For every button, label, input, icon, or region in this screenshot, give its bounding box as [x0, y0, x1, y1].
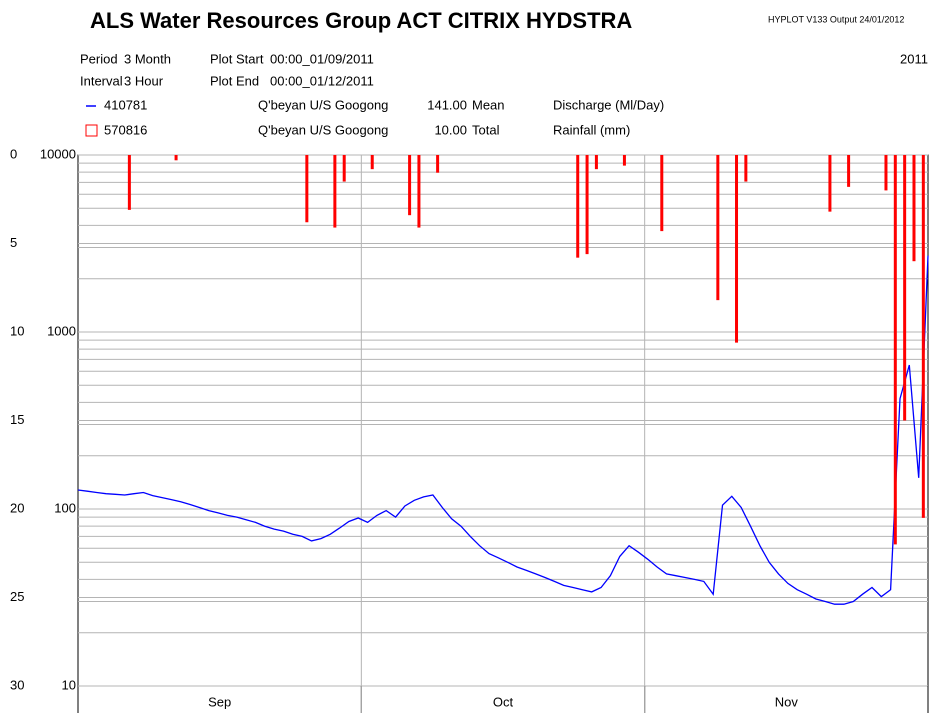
y-tick-label: 10	[62, 677, 76, 692]
rain-bar	[436, 155, 440, 173]
rain-bar	[305, 155, 309, 223]
y2-tick-label: 20	[10, 500, 24, 515]
y-tick-label: 100	[54, 500, 76, 515]
y2-tick-label: 5	[10, 235, 17, 250]
header-label: Interval	[80, 73, 123, 88]
legend-stat: Total	[472, 122, 500, 137]
header-value: 00:00_01/09/2011	[270, 51, 374, 66]
chart-title: ALS Water Resources Group ACT CITRIX HYD…	[90, 8, 632, 33]
x-tick-label: Oct	[493, 694, 514, 709]
y2-tick-label: 10	[10, 323, 24, 338]
rain-bar	[893, 155, 897, 545]
rain-bar	[417, 155, 421, 228]
legend-stat-value: 141.00	[427, 97, 467, 112]
rain-bar	[884, 155, 888, 191]
legend-name: 570816	[104, 122, 147, 137]
rain-bar	[903, 155, 907, 421]
rain-bar	[828, 155, 832, 212]
discharge-line	[77, 255, 929, 605]
legend-name: 410781	[104, 97, 147, 112]
legend-swatch	[85, 124, 98, 137]
y2-tick-label: 15	[10, 412, 24, 427]
rain-bar	[342, 155, 346, 182]
rain-bar	[408, 155, 412, 216]
legend-site: Q'beyan U/S Googong	[258, 97, 388, 112]
header-label: Plot End	[210, 73, 259, 88]
rain-bar	[174, 155, 178, 161]
legend-label: Discharge (Ml/Day)	[553, 97, 664, 112]
header-year: 2011	[900, 51, 928, 66]
header-value: 00:00_01/12/2011	[270, 73, 374, 88]
rain-bar	[127, 155, 131, 210]
header-value: 3 Hour	[124, 73, 164, 88]
rain-bar	[622, 155, 626, 166]
legend-label: Rainfall (mm)	[553, 122, 630, 137]
y2-tick-label: 0	[10, 146, 17, 161]
rain-bar	[333, 155, 337, 228]
legend-site: Q'beyan U/S Googong	[258, 122, 388, 137]
legend-stat: Mean	[472, 97, 505, 112]
rain-bar	[576, 155, 580, 258]
rain-bar	[594, 155, 598, 170]
header-label: Plot Start	[210, 51, 264, 66]
y-tick-label: 1000	[47, 323, 76, 338]
x-tick-label: Sep	[208, 694, 231, 709]
rain-bar	[660, 155, 664, 232]
rain-bar	[921, 155, 925, 518]
legend-stat-value: 10.00	[434, 122, 467, 137]
rain-bar	[744, 155, 748, 182]
rain-bar	[847, 155, 851, 187]
y2-tick-label: 25	[10, 589, 24, 604]
y2-tick-label: 30	[10, 677, 24, 692]
rain-bar	[912, 155, 916, 262]
x-tick-label: Nov	[775, 694, 799, 709]
rain-bar	[370, 155, 374, 170]
subtitle: HYPLOT V133 Output 24/01/2012	[768, 14, 904, 24]
header-value: 3 Month	[124, 51, 171, 66]
rain-bar	[716, 155, 720, 301]
rain-bar	[735, 155, 739, 343]
header-label: Period	[80, 51, 118, 66]
y-tick-label: 10000	[40, 146, 76, 161]
rain-bar	[585, 155, 589, 255]
